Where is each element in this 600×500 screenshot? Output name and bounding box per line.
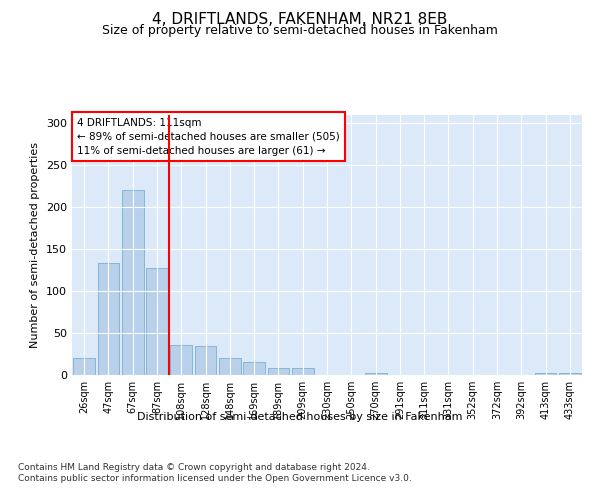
Bar — [365, 374, 386, 375]
Text: 4 DRIFTLANDS: 111sqm
← 89% of semi-detached houses are smaller (505)
11% of semi: 4 DRIFTLANDS: 111sqm ← 89% of semi-detac… — [77, 118, 340, 156]
Bar — [535, 374, 556, 375]
Text: Distribution of semi-detached houses by size in Fakenham: Distribution of semi-detached houses by … — [137, 412, 463, 422]
Bar — [292, 368, 314, 375]
Bar — [146, 268, 168, 375]
Bar — [243, 362, 265, 375]
Bar — [559, 374, 581, 375]
Bar — [268, 368, 289, 375]
Bar — [122, 190, 143, 375]
Y-axis label: Number of semi-detached properties: Number of semi-detached properties — [31, 142, 40, 348]
Bar — [170, 345, 192, 375]
Text: Contains HM Land Registry data © Crown copyright and database right 2024.: Contains HM Land Registry data © Crown c… — [18, 462, 370, 471]
Text: 4, DRIFTLANDS, FAKENHAM, NR21 8EB: 4, DRIFTLANDS, FAKENHAM, NR21 8EB — [152, 12, 448, 28]
Text: Contains public sector information licensed under the Open Government Licence v3: Contains public sector information licen… — [18, 474, 412, 483]
Bar — [219, 358, 241, 375]
Text: Size of property relative to semi-detached houses in Fakenham: Size of property relative to semi-detach… — [102, 24, 498, 37]
Bar — [194, 346, 217, 375]
Bar — [97, 264, 119, 375]
Bar — [73, 358, 95, 375]
